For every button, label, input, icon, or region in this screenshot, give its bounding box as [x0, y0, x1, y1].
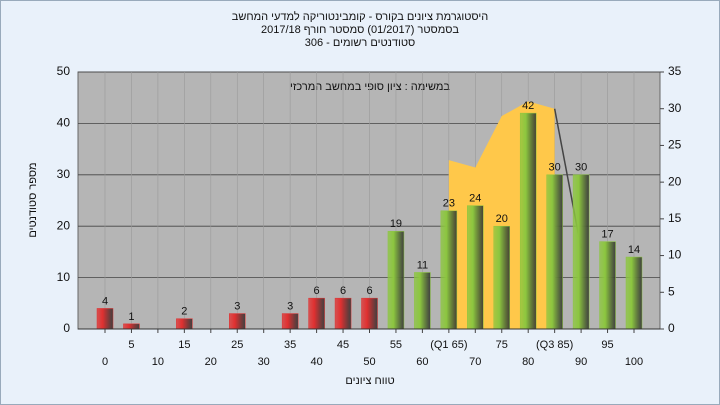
y-tick-label: 40 — [57, 116, 71, 130]
data-label: 14 — [628, 244, 640, 256]
data-label: 6 — [366, 285, 372, 297]
data-label: 24 — [469, 193, 481, 205]
x-tick-label: (Q3 85) — [536, 339, 573, 351]
y2-tick-label: 15 — [668, 211, 682, 225]
y2-tick-label: 30 — [668, 101, 682, 115]
y2-tick-label: 25 — [668, 138, 682, 152]
y-tick-label: 50 — [57, 64, 71, 78]
x-tick-label: 100 — [625, 356, 643, 368]
data-label: 42 — [522, 100, 534, 112]
y2-tick-label: 0 — [668, 321, 675, 335]
bar — [467, 205, 484, 330]
bar — [96, 308, 114, 330]
bar — [281, 313, 299, 330]
plot-area — [77, 71, 661, 330]
bar — [123, 323, 140, 330]
x-tick-label: 5 — [128, 339, 134, 351]
x-tick-label: 30 — [258, 356, 270, 368]
data-label: 4 — [102, 295, 108, 307]
x-tick-label: 95 — [601, 339, 613, 351]
y2-tick-label: 20 — [668, 174, 682, 188]
x-tick-label: 50 — [363, 356, 375, 368]
data-label: 23 — [443, 198, 455, 210]
bar — [414, 272, 431, 330]
x-tick-label: 10 — [152, 356, 164, 368]
x-tick-label: 55 — [390, 339, 402, 351]
x-axis-label: טווח ציונים — [345, 375, 394, 387]
x-tick-label: 20 — [205, 356, 217, 368]
x-tick-label: 70 — [469, 356, 481, 368]
bar — [176, 318, 193, 330]
data-label: 11 — [417, 259, 428, 271]
x-tick-label: 45 — [337, 339, 349, 351]
data-label: 30 — [575, 162, 587, 174]
x-tick-label: 75 — [496, 339, 508, 351]
y2-tick-label: 5 — [668, 284, 675, 298]
data-label: 20 — [496, 213, 508, 225]
bar — [440, 210, 458, 330]
data-label: 6 — [340, 285, 346, 297]
x-tick-label: 0 — [102, 356, 108, 368]
x-tick-label: 25 — [231, 339, 243, 351]
chart-subtitle: בסמסטר (01/2017) סמסטר חורף 2017/18 — [261, 24, 459, 36]
y-tick-label: 10 — [57, 270, 71, 284]
bar — [229, 313, 246, 330]
data-label: 3 — [234, 300, 240, 312]
x-tick-label: (Q1 65) — [430, 339, 467, 351]
chart-title: היסטוגרמת ציונים בקורס - קומבינטוריקה למ… — [232, 10, 489, 23]
x-tick-label: 90 — [575, 356, 587, 368]
y-tick-label: 0 — [63, 321, 70, 335]
bar — [572, 174, 590, 330]
bar — [493, 225, 510, 330]
bar — [625, 256, 643, 330]
chart-subtitle: סטודנטים רשומים - 306 — [305, 37, 416, 49]
data-label: 2 — [181, 306, 187, 318]
x-tick-label: 80 — [522, 356, 534, 368]
bar — [387, 231, 405, 330]
data-label: 3 — [287, 300, 293, 312]
data-label: 19 — [390, 218, 402, 230]
y2-tick-label: 10 — [668, 248, 682, 262]
annotation: במשימה : ציון סופי במחשב המרכזי — [290, 81, 450, 93]
x-tick-label: 60 — [416, 356, 428, 368]
y-tick-label: 30 — [57, 167, 71, 181]
x-tick-label: 35 — [284, 339, 296, 351]
bar — [361, 297, 378, 330]
bar — [519, 112, 537, 330]
y-axis-label: מספר סטודנטים — [27, 162, 39, 237]
bar — [599, 241, 616, 330]
data-label: 1 — [128, 311, 134, 323]
x-tick-label: 15 — [178, 339, 190, 351]
bar — [308, 297, 325, 330]
data-label: 6 — [314, 285, 320, 297]
data-label: 30 — [549, 162, 561, 174]
y-tick-label: 20 — [57, 218, 71, 232]
x-tick-label: 40 — [310, 356, 322, 368]
bar — [546, 174, 563, 330]
y2-tick-label: 35 — [668, 64, 682, 78]
bar — [334, 297, 352, 330]
data-label: 17 — [601, 229, 613, 241]
